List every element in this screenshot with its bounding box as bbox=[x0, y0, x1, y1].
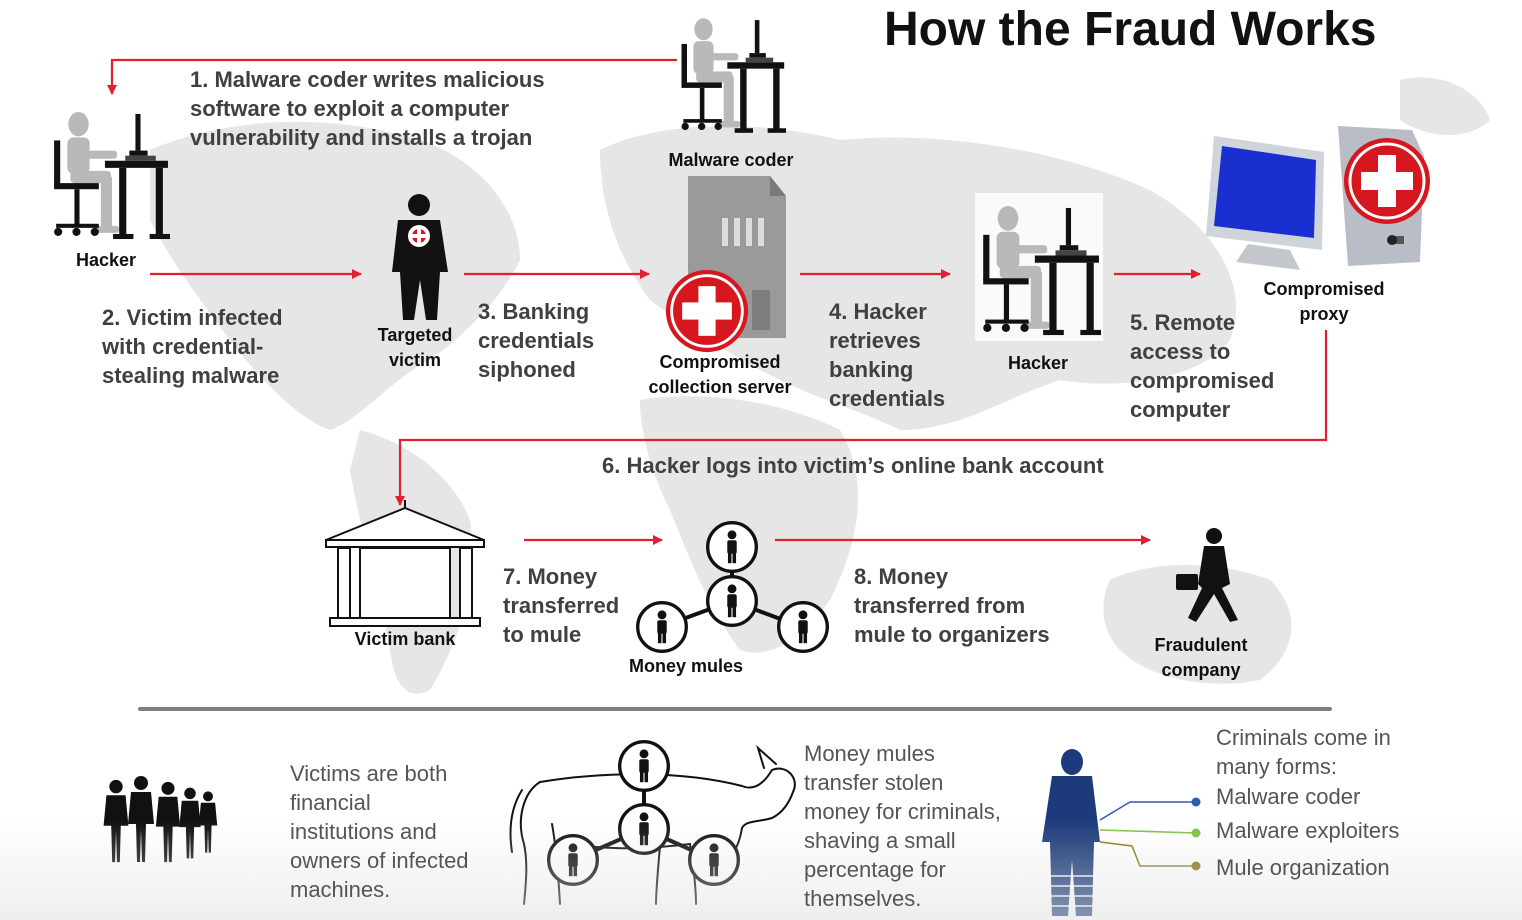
step-8-text: 8. Money transferred from mule to organi… bbox=[854, 564, 1050, 647]
malware-coder-dot bbox=[1191, 797, 1201, 807]
arrow-proxy-to-bank bbox=[395, 330, 1328, 506]
flow-arrows bbox=[107, 58, 1328, 545]
mule-network-icon bbox=[636, 521, 829, 653]
step-7-text: 7. Money transferred to mule bbox=[503, 564, 620, 647]
malware-coder-label: Malware coder bbox=[668, 150, 794, 170]
red-cross-icon bbox=[664, 268, 750, 354]
bottom-gradient bbox=[0, 820, 1522, 920]
arrow-coder-to-hacker bbox=[107, 58, 677, 95]
compromised-proxy-label: Compromised proxy bbox=[1263, 279, 1385, 324]
collection-server-label: Compromised collection server bbox=[648, 352, 792, 397]
money-mules-note: Money mules transfer stolen money for cr… bbox=[804, 741, 1001, 911]
criminals-note-title: Criminals come in many forms: bbox=[1216, 725, 1391, 779]
bank-building-icon bbox=[325, 500, 485, 627]
targeted-victim-label: Targeted victim bbox=[377, 325, 453, 370]
step-3-text: 3. Banking credentials siphoned bbox=[478, 299, 595, 382]
fraudulent-company-label: Fraudulent company bbox=[1154, 635, 1248, 680]
step-2-text: 2. Victim infected with credential- stea… bbox=[102, 305, 283, 388]
victims-note: Victims are both financial institutions … bbox=[290, 761, 469, 902]
businessman-walking-icon bbox=[1176, 528, 1238, 622]
criminal-type-malware-exploiters: Malware exploiters bbox=[1216, 818, 1400, 843]
hacker-2-label: Hacker bbox=[1007, 353, 1069, 373]
step-5-text: 5. Remote access to compromised computer bbox=[1130, 310, 1275, 422]
page-title: How the Fraud Works bbox=[884, 3, 1377, 56]
criminal-type-mule-organization: Mule organization bbox=[1216, 855, 1390, 880]
step-1-text: 1. Malware coder writes malicious softwa… bbox=[190, 67, 545, 150]
step-6-text: 6. Hacker logs into victim’s online bank… bbox=[602, 453, 1104, 478]
money-mules-label: Money mules bbox=[628, 656, 744, 676]
red-cross-icon bbox=[1342, 136, 1432, 226]
target-person-icon bbox=[392, 194, 448, 320]
victim-bank-label: Victim bank bbox=[354, 629, 456, 649]
malware-coder-icon bbox=[681, 18, 786, 133]
criminal-type-malware-coder: Malware coder bbox=[1216, 784, 1361, 809]
step-4-text: 4. Hacker retrieves banking credentials bbox=[829, 299, 946, 411]
hacker-label: Hacker bbox=[75, 250, 137, 270]
